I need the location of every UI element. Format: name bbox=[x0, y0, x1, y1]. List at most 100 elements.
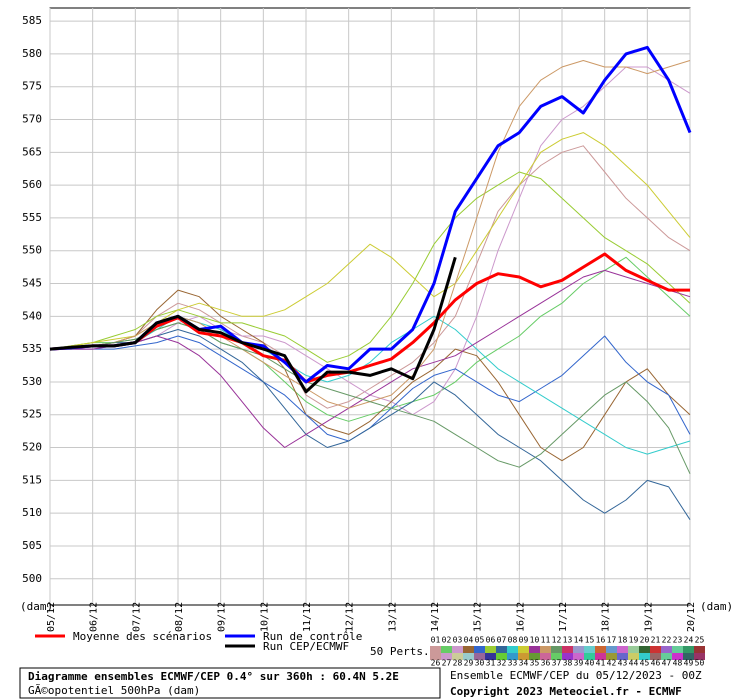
x-tick-label: 07/12 bbox=[131, 602, 142, 632]
y-tick-label: 540 bbox=[22, 309, 42, 322]
member-label: 39 bbox=[574, 659, 584, 668]
y-tick-label: 510 bbox=[22, 506, 42, 519]
member-swatch bbox=[474, 653, 485, 660]
member-label: 05 bbox=[475, 636, 485, 645]
member-label: 26 bbox=[431, 659, 441, 668]
x-tick-label: 17/12 bbox=[558, 602, 569, 632]
x-tick-label: 08/12 bbox=[174, 602, 185, 632]
member-swatch bbox=[573, 646, 584, 653]
member-label: 14 bbox=[574, 636, 584, 645]
member-label: 29 bbox=[464, 659, 474, 668]
member-swatch bbox=[496, 653, 507, 660]
x-tick-label: 14/12 bbox=[430, 602, 441, 632]
member-swatch bbox=[474, 646, 485, 653]
member-label: 25 bbox=[695, 636, 705, 645]
member-label: 45 bbox=[640, 659, 650, 668]
member-label: 33 bbox=[508, 659, 518, 668]
member-swatch bbox=[485, 653, 496, 660]
y-unit-left: (dam) bbox=[20, 600, 53, 613]
chart-subtitle: GÃ©opotentiel 500hPa (dam) bbox=[28, 684, 200, 697]
x-tick-label: 11/12 bbox=[302, 602, 313, 632]
y-tick-label: 575 bbox=[22, 80, 42, 93]
member-swatch bbox=[639, 646, 650, 653]
y-tick-label: 525 bbox=[22, 408, 42, 421]
member-swatch bbox=[584, 646, 595, 653]
x-tick-label: 12/12 bbox=[345, 602, 356, 632]
x-tick-label: 15/12 bbox=[473, 602, 484, 632]
member-swatch bbox=[562, 653, 573, 660]
member-label: 28 bbox=[453, 659, 463, 668]
plot-frame bbox=[49, 7, 691, 606]
member-label: 01 bbox=[431, 636, 441, 645]
member-label: 09 bbox=[519, 636, 529, 645]
member-swatch bbox=[518, 646, 529, 653]
member-swatch bbox=[441, 646, 452, 653]
member-label: 30 bbox=[475, 659, 485, 668]
y-tick-label: 500 bbox=[22, 572, 42, 585]
member-label: 35 bbox=[530, 659, 540, 668]
member-label: 18 bbox=[618, 636, 628, 645]
member-label: 24 bbox=[684, 636, 694, 645]
member-swatch bbox=[507, 646, 518, 653]
member-label: 08 bbox=[508, 636, 518, 645]
y-tick-label: 570 bbox=[22, 113, 42, 126]
member-swatch bbox=[562, 646, 573, 653]
legend-label: Run de contrôle bbox=[263, 630, 362, 643]
member-swatch bbox=[452, 646, 463, 653]
member-label: 17 bbox=[607, 636, 617, 645]
member-swatch bbox=[463, 653, 474, 660]
x-tick-label: 05/12 bbox=[46, 602, 57, 632]
member-label: 43 bbox=[618, 659, 628, 668]
member-swatch bbox=[518, 653, 529, 660]
member-label: 36 bbox=[541, 659, 551, 668]
run-info: Ensemble ECMWF/CEP du 05/12/2023 - 00Z bbox=[450, 669, 702, 682]
member-label: 47 bbox=[662, 659, 672, 668]
y-tick-label: 535 bbox=[22, 342, 42, 355]
y-tick-label: 530 bbox=[22, 375, 42, 388]
member-swatch bbox=[430, 646, 441, 653]
x-tick-label: 09/12 bbox=[217, 602, 228, 632]
member-swatch bbox=[529, 646, 540, 653]
member-label: 50 bbox=[695, 659, 705, 668]
member-label: 04 bbox=[464, 636, 474, 645]
member-swatch bbox=[540, 653, 551, 660]
member-label: 23 bbox=[673, 636, 683, 645]
member-swatch bbox=[452, 653, 463, 660]
member-swatch bbox=[573, 653, 584, 660]
members-label: 50 Perts. bbox=[370, 645, 430, 658]
member-label: 31 bbox=[486, 659, 496, 668]
x-tick-label: 18/12 bbox=[601, 602, 612, 632]
member-swatch bbox=[672, 646, 683, 653]
series-line bbox=[49, 252, 690, 384]
y-tick-label: 550 bbox=[22, 244, 42, 257]
member-swatch bbox=[661, 646, 672, 653]
member-swatch bbox=[441, 653, 452, 660]
member-swatch bbox=[650, 646, 661, 653]
member-label: 32 bbox=[497, 659, 507, 668]
member-swatch bbox=[529, 653, 540, 660]
x-tick-label: 16/12 bbox=[515, 602, 526, 632]
member-label: 42 bbox=[607, 659, 617, 668]
member-swatch bbox=[650, 653, 661, 660]
member-swatch bbox=[639, 653, 650, 660]
member-swatch bbox=[540, 646, 551, 653]
x-tick-label: 20/12 bbox=[686, 602, 697, 632]
member-label: 10 bbox=[530, 636, 540, 645]
member-swatch bbox=[595, 646, 606, 653]
y-tick-label: 560 bbox=[22, 178, 42, 191]
member-swatch bbox=[496, 646, 507, 653]
member-label: 40 bbox=[585, 659, 595, 668]
member-line bbox=[49, 289, 691, 462]
member-swatch bbox=[485, 646, 496, 653]
member-swatch bbox=[628, 653, 639, 660]
y-tick-label: 505 bbox=[22, 539, 42, 552]
member-swatch bbox=[430, 653, 441, 660]
x-tick-label: 10/12 bbox=[259, 602, 270, 632]
member-label: 49 bbox=[684, 659, 694, 668]
member-swatch bbox=[595, 653, 606, 660]
member-line bbox=[50, 322, 691, 475]
member-label: 02 bbox=[442, 636, 452, 645]
chart-title: Diagramme ensembles ECMWF/CEP 0.4° sur 3… bbox=[28, 670, 399, 683]
member-label: 15 bbox=[585, 636, 595, 645]
